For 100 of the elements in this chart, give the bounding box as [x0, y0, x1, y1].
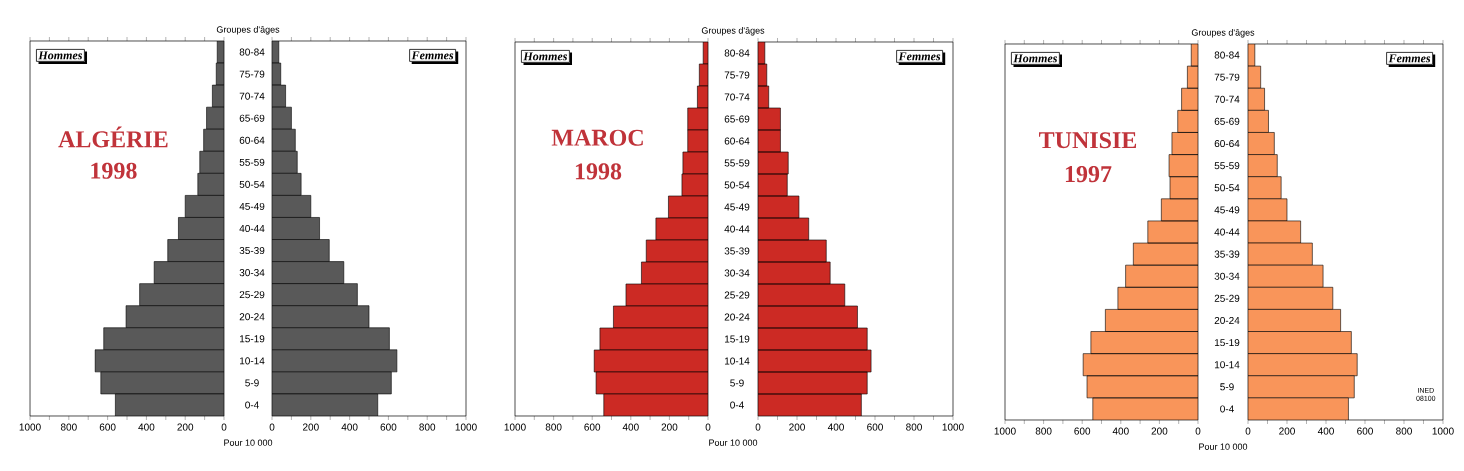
y-tick-label: 10-14 — [1214, 361, 1240, 369]
x-tick-label: 400 — [1112, 427, 1129, 435]
x-tick-label: 1000 — [1432, 427, 1454, 435]
x-tick-label: 600 — [1074, 427, 1091, 435]
x-tick-label: 200 — [177, 423, 194, 431]
x-tick-label: 600 — [1357, 427, 1373, 435]
x-tick-label: 800 — [906, 423, 922, 431]
y-tick-label: 35-39 — [724, 247, 750, 255]
x-axis-title: Pour 10 000 — [709, 439, 758, 446]
text: Hommes — [38, 51, 83, 60]
x-tick-label: 200 — [661, 423, 678, 431]
y-tick-label: 70-74 — [724, 93, 750, 101]
x-tick-label: 1000 — [994, 427, 1016, 435]
y-tick-label: 0-4 — [245, 401, 259, 409]
y-tick-label: 15-19 — [240, 335, 265, 343]
y-axis-title: Groupes d'âges — [1191, 29, 1255, 38]
y-tick-label: 5-9 — [1220, 383, 1234, 391]
x-tick-label: 600 — [380, 423, 397, 431]
annotation: TUNISIE — [1039, 132, 1137, 149]
y-tick-label: 55-59 — [239, 158, 265, 166]
y-tick-label: 10-14 — [724, 357, 750, 365]
x-tick-label: 0 — [221, 423, 227, 431]
y-tick-label: 75-79 — [1214, 73, 1240, 81]
y-tick-label: 0-4 — [1220, 405, 1234, 413]
x-tick-label: 800 — [1035, 427, 1052, 435]
y-tick-label: 55-59 — [1214, 162, 1240, 170]
bar — [758, 305, 858, 329]
y-tick-label: 30-34 — [1214, 272, 1240, 280]
x-tick-label: 1000 — [504, 423, 526, 431]
x-tick-label: 200 — [1151, 427, 1168, 435]
x-tick-label: 600 — [99, 423, 116, 431]
y-tick-label: 75-79 — [239, 70, 265, 78]
y-tick-label: 70-74 — [239, 92, 265, 100]
y-tick-label: 20-24 — [239, 313, 265, 321]
y-tick-label: 70-74 — [1214, 95, 1240, 103]
x-tick-label: 800 — [60, 423, 77, 431]
y-tick-label: 60-64 — [724, 137, 750, 145]
bar — [758, 327, 868, 351]
y-tick-label: 35-39 — [1214, 250, 1240, 258]
x-tick-label: 1000 — [455, 423, 477, 431]
y-tick-label: 20-24 — [1214, 316, 1240, 324]
y-tick-label: 75-79 — [724, 71, 750, 79]
x-tick-label: 0 — [1245, 427, 1251, 435]
y-axis-title: Groupes d'âges — [701, 27, 765, 36]
x-tick-label: 800 — [1396, 427, 1412, 435]
x-tick-label: 200 — [302, 423, 319, 431]
x-tick-label: 600 — [584, 423, 601, 431]
x-tick-label: 0 — [1195, 427, 1201, 435]
y-tick-label: 25-29 — [239, 291, 265, 299]
y-tick-label: 60-64 — [1214, 139, 1240, 148]
y-tick-label: 25-29 — [1214, 294, 1240, 302]
x-tick-label: 0 — [705, 423, 711, 431]
y-tick-label: 5-9 — [245, 379, 259, 387]
annotation: ALGÉRIE — [58, 126, 168, 148]
x-axis-title: Pour 10 000 — [224, 439, 273, 446]
y-tick-label: 40-44 — [724, 225, 750, 233]
y-tick-label: 45-49 — [724, 203, 750, 211]
y-tick-label: 40-44 — [239, 224, 265, 233]
text: Femmes — [1388, 54, 1431, 63]
x-axis-title: Pour 10 000 — [1199, 443, 1248, 450]
y-tick-label: 30-34 — [239, 269, 265, 277]
annotation: 1997 — [1065, 166, 1112, 183]
y-tick-label: 45-49 — [1214, 206, 1240, 214]
bar — [758, 371, 868, 395]
y-tick-label: 50-54 — [1214, 184, 1240, 192]
y-tick-label: 65-69 — [239, 114, 265, 122]
x-tick-label: 400 — [827, 423, 844, 431]
text: Hommes — [1013, 54, 1058, 63]
y-tick-label: 80-84 — [724, 49, 750, 57]
x-tick-label: 1000 — [942, 423, 964, 431]
y-tick-label: 50-54 — [239, 180, 265, 188]
y-tick-label: 10-14 — [240, 357, 265, 365]
y-tick-label: 15-19 — [1214, 339, 1240, 347]
annotation: 1998 — [91, 162, 137, 179]
y-axis-title: Groupes d'âges — [216, 26, 280, 35]
x-tick-label: 0 — [755, 423, 761, 431]
y-tick-label: 60-64 — [239, 136, 265, 144]
x-tick-label: 800 — [545, 423, 562, 431]
annotation: 1998 — [575, 163, 622, 180]
bar — [758, 393, 862, 416]
y-tick-label: 80-84 — [239, 48, 265, 56]
y-tick-label: 30-34 — [724, 269, 750, 277]
x-tick-label: 1000 — [19, 423, 41, 431]
y-tick-label: 45-49 — [239, 202, 265, 210]
y-tick-label: 0-4 — [730, 401, 744, 409]
y-tick-label: 35-39 — [239, 247, 265, 255]
y-tick-label: 25-29 — [724, 291, 750, 299]
x-tick-label: 200 — [1279, 427, 1295, 435]
text: Femmes — [898, 52, 941, 61]
y-tick-label: 40-44 — [1214, 228, 1240, 236]
y-tick-label: 65-69 — [724, 115, 750, 123]
x-tick-label: 600 — [867, 423, 883, 431]
y-tick-label: 65-69 — [1214, 117, 1240, 125]
y-tick-label: 80-84 — [1214, 51, 1240, 59]
text: Hommes — [523, 52, 568, 61]
x-tick-label: 400 — [622, 423, 639, 431]
x-tick-label: 0 — [269, 423, 275, 431]
x-tick-label: 400 — [341, 423, 358, 431]
y-tick-label: 5-9 — [730, 379, 744, 387]
y-tick-label: 50-54 — [724, 181, 750, 189]
